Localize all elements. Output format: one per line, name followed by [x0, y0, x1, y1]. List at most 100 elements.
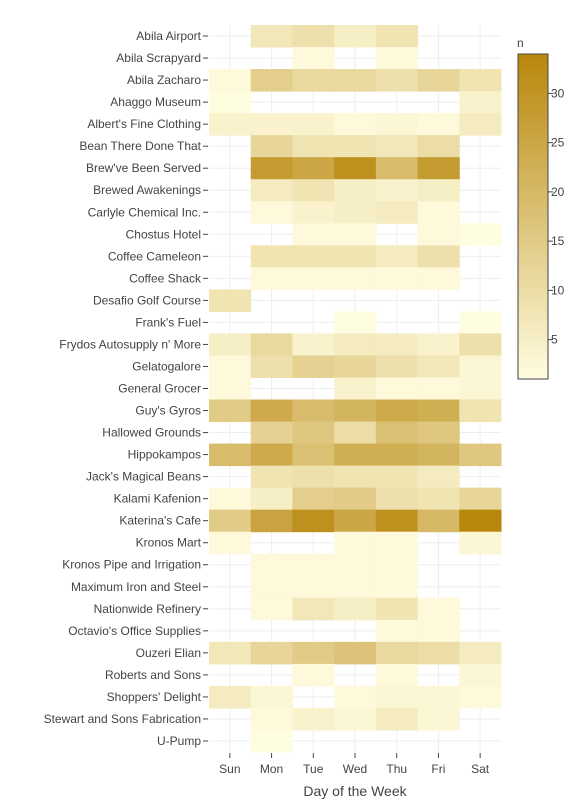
heatmap-cell: [292, 488, 334, 511]
heatmap-cell: [418, 642, 460, 665]
heatmap-cell: [459, 223, 501, 246]
x-tick-label: Fri: [431, 762, 445, 776]
heatmap-cell: [376, 25, 418, 48]
heatmap-cell: [292, 510, 334, 533]
colorbar-ticks: 5 10 15 20 25 30: [548, 86, 565, 346]
y-tick-label: Brewed Awakenings: [93, 183, 201, 197]
y-tick-label: Kalami Kafenion: [114, 492, 201, 506]
heatmap-cell: [376, 113, 418, 136]
y-tick-label: Albert's Fine Clothing: [87, 117, 201, 131]
heatmap-cell: [334, 488, 376, 511]
heatmap-cell: [292, 355, 334, 378]
heatmap-cell: [334, 686, 376, 709]
heatmap-cell: [251, 69, 293, 92]
heatmap-cell: [459, 686, 501, 709]
heatmap-cell: [251, 355, 293, 378]
y-tick-label: Brew've Been Served: [86, 161, 201, 175]
heatmap-cell: [334, 598, 376, 621]
heatmap-cell: [459, 355, 501, 378]
heatmap-cell: [292, 267, 334, 290]
y-tick-label: Stewart and Sons Fabrication: [44, 712, 201, 726]
heatmap-cell: [251, 510, 293, 533]
colorbar-tick-label: 30: [551, 86, 565, 100]
heatmap-cell: [376, 664, 418, 687]
heatmap-cell: [459, 400, 501, 423]
x-tick-label: Tue: [303, 762, 324, 776]
heatmap-cell: [376, 686, 418, 709]
heatmap-cell: [209, 642, 251, 665]
heatmap-cell: [418, 686, 460, 709]
x-tick-label: Thu: [386, 762, 407, 776]
heatmap-cell: [334, 157, 376, 180]
heatmap-cell: [418, 708, 460, 731]
heatmap-cell: [376, 157, 418, 180]
heatmap-cell: [334, 267, 376, 290]
heatmap-cell: [418, 157, 460, 180]
heatmap-cell: [376, 47, 418, 70]
heatmap-cell: [292, 444, 334, 467]
heatmap-cell: [334, 311, 376, 334]
heatmap-cell: [209, 686, 251, 709]
heatmap-cell: [251, 576, 293, 599]
x-tick-label: Mon: [260, 762, 283, 776]
colorbar-tick-label: 5: [551, 333, 558, 347]
y-tick-label: Kronos Pipe and Irrigation: [62, 558, 201, 572]
heatmap-cell: [418, 223, 460, 246]
heatmap-cell: [251, 554, 293, 577]
heatmap-cell: [251, 444, 293, 467]
heatmap-cell: [251, 135, 293, 158]
y-tick-label: Coffee Cameleon: [108, 249, 201, 263]
x-axis-labels: Sun Mon Tue Wed Thu Fri Sat: [219, 753, 490, 776]
heatmap-cell: [334, 179, 376, 202]
heatmap-cell: [292, 69, 334, 92]
y-tick-label: Abila Zacharo: [127, 73, 201, 87]
heatmap-cell: [459, 69, 501, 92]
y-tick-label: U-Pump: [157, 734, 201, 748]
y-tick-label: Shoppers' Delight: [107, 690, 202, 704]
heatmap-cell: [209, 289, 251, 312]
heatmap-cell: [292, 135, 334, 158]
heatmap-cell: [251, 113, 293, 136]
heatmap-cell: [251, 157, 293, 180]
heatmap-cell: [334, 25, 376, 48]
x-tick-label: Wed: [343, 762, 367, 776]
y-tick-label: Octavio's Office Supplies: [68, 624, 201, 638]
heatmap-cell: [418, 598, 460, 621]
heatmap-cell: [209, 91, 251, 114]
y-tick-label: Frydos Autosupply n' More: [59, 337, 201, 351]
heatmap-cell: [376, 422, 418, 445]
x-tick-label: Sat: [471, 762, 490, 776]
heatmap-cell: [334, 510, 376, 533]
y-tick-label: Abila Scrapyard: [116, 51, 201, 65]
heatmap-cell: [209, 377, 251, 400]
heatmap-cell: [251, 708, 293, 731]
heatmap-cell: [334, 576, 376, 599]
heatmap-cell: [376, 69, 418, 92]
heatmap-cell: [209, 532, 251, 555]
y-tick-label: Carlyle Chemical Inc.: [88, 205, 201, 219]
heatmap-cell: [459, 333, 501, 356]
heatmap-cell: [251, 245, 293, 268]
heatmap-cell: [418, 113, 460, 136]
heatmap-cell: [459, 377, 501, 400]
heatmap-cell: [209, 510, 251, 533]
heatmap-cell: [376, 135, 418, 158]
heatmap-cell: [292, 708, 334, 731]
x-tick-label: Sun: [219, 762, 240, 776]
y-tick-label: Katerina's Cafe: [119, 514, 201, 528]
heatmap-cell: [376, 708, 418, 731]
heatmap-cell: [251, 201, 293, 224]
heatmap-cell: [459, 510, 501, 533]
heatmap-cell: [418, 333, 460, 356]
heatmap-cell: [251, 333, 293, 356]
heatmap-cell: [418, 355, 460, 378]
heatmap-cell: [334, 355, 376, 378]
heatmap-cell: [292, 179, 334, 202]
heatmap-cell: [376, 333, 418, 356]
heatmap-cell: [376, 620, 418, 643]
heatmap-cell: [209, 355, 251, 378]
heatmap-cell: [376, 245, 418, 268]
heatmap-cell: [209, 333, 251, 356]
heatmap-cell: [292, 400, 334, 423]
heatmap-cell: [292, 25, 334, 48]
